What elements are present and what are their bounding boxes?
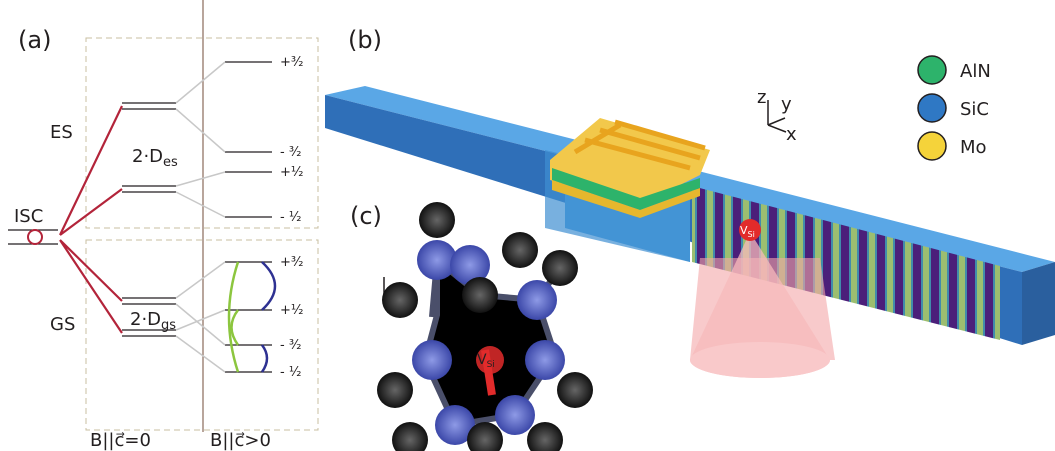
panel-label: (b) [348, 26, 382, 54]
c-atom [502, 232, 538, 268]
defect-label: VSi [477, 352, 495, 370]
spin-label: - ¹⁄₂ [280, 210, 301, 225]
spin-label: +³⁄₂ [280, 55, 304, 70]
panel-a: (a) ES GS ISC 2·Des 2·Dgs +³⁄₂ - ³⁄₂ +¹⁄₂ [8, 0, 319, 451]
es-box [85, 37, 319, 229]
gs-label: GS [50, 314, 75, 335]
spin-label: - ¹⁄₂ [280, 365, 301, 380]
c-atom [467, 422, 503, 451]
aln-layer [552, 168, 700, 210]
panel-label: (c) [350, 202, 382, 230]
acoustic-mode [692, 186, 1000, 340]
c-atom [542, 250, 578, 286]
defect-label: VSi [740, 224, 755, 239]
legend-swatch [917, 93, 947, 123]
splitting-es: 2·Des [132, 146, 178, 170]
laser-cone [690, 232, 830, 378]
legend-label: SiC [960, 99, 989, 120]
splitting-gs: 2·Dgs [130, 309, 176, 333]
axis-label: y [781, 94, 792, 115]
panel-b: (b) VSi z y x AlN SiC Mo [325, 26, 1055, 378]
c-atom [419, 202, 455, 238]
axis-label: x [786, 124, 797, 145]
si-atom [517, 280, 557, 320]
c-atom [462, 277, 498, 313]
c-atom [557, 372, 593, 408]
si-atom [450, 245, 490, 285]
mo-bottom [552, 180, 700, 218]
spin-label: +³⁄₂ [280, 255, 304, 270]
si-atom [417, 240, 457, 280]
c-atom [527, 422, 563, 451]
si-atom [412, 340, 452, 380]
si-atom [495, 395, 535, 435]
legend-swatch [917, 55, 947, 85]
axis-label: z [757, 87, 766, 108]
levels [8, 61, 277, 373]
c-atom [377, 372, 413, 408]
panel-label: (a) [18, 26, 51, 54]
isc-label: ISC [14, 206, 43, 227]
legend-label: Mo [960, 137, 987, 158]
c-atom [392, 422, 428, 451]
condition: B||c⃗>0 [210, 430, 271, 451]
si-atom [435, 405, 475, 445]
defect [739, 219, 761, 241]
gs-box [85, 239, 319, 431]
c-atom [382, 282, 418, 318]
si-atom [525, 340, 565, 380]
spin-label: +¹⁄₂ [280, 165, 304, 180]
beam-end [1022, 262, 1055, 345]
condition: B||c⃗=0 [90, 430, 151, 451]
spin-label: - ³⁄₂ [280, 145, 301, 160]
panel-c: (c) c VSi [350, 202, 593, 451]
spin-label: - ³⁄₂ [280, 338, 301, 353]
legend-label: AlN [960, 61, 991, 82]
es-label: ES [50, 122, 73, 143]
legend-swatch [917, 131, 947, 161]
spin-label: +¹⁄₂ [280, 303, 304, 318]
